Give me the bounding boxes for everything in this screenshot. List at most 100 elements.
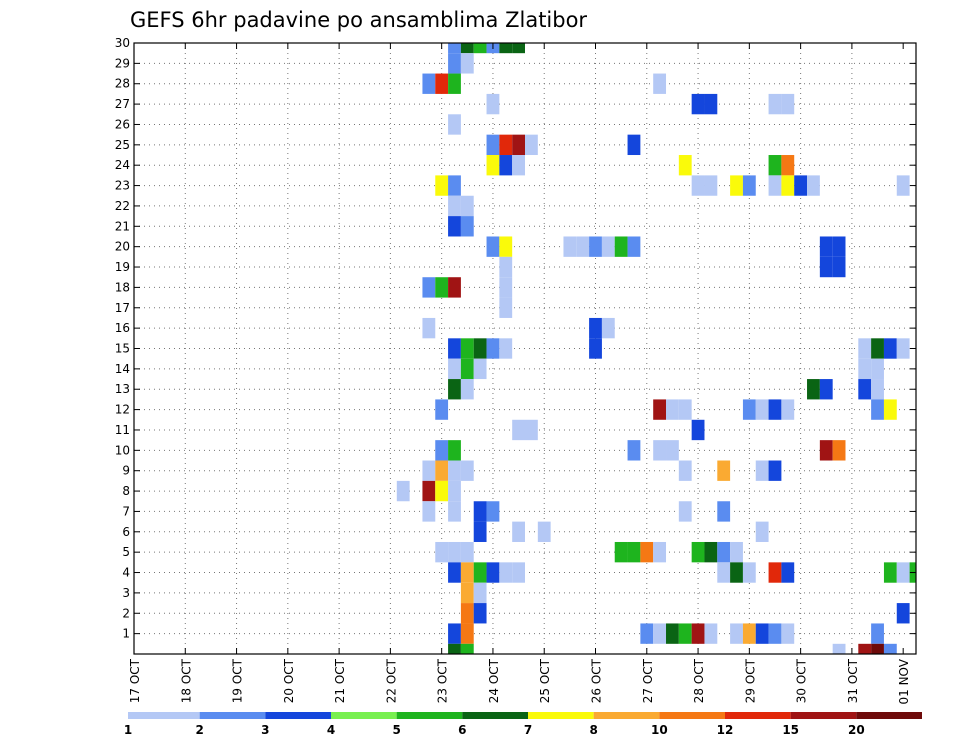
precip-cell: [460, 195, 474, 217]
colorbar-label: 6: [458, 723, 466, 737]
colorbar-swatch: [790, 712, 857, 719]
precip-cell: [435, 73, 449, 94]
precip-cell: [486, 562, 500, 583]
y-axis: 1234567891011121314151617181920212223242…: [115, 36, 916, 641]
precip-cell: [832, 236, 846, 257]
precip-cell: [871, 399, 884, 420]
colorbar-label: 10: [651, 723, 668, 737]
precip-cell: [460, 582, 474, 604]
precip-cell: [704, 175, 718, 196]
precip-cell: [460, 643, 474, 654]
x-tick-label: 18 OCT: [179, 658, 193, 703]
precip-cell: [396, 480, 410, 502]
colorbar-label: 20: [848, 723, 865, 737]
x-tick-label: 19 OCT: [231, 658, 245, 703]
precip-cell: [678, 460, 692, 481]
precip-cell: [448, 358, 461, 380]
precip-cell: [691, 175, 705, 196]
precip-cell: [871, 379, 884, 400]
precip-cell: [755, 623, 769, 644]
precip-cell: [678, 501, 692, 522]
precip-cell: [448, 501, 461, 522]
precip-cell: [499, 297, 513, 318]
precip-cell: [717, 562, 731, 583]
precip-cell: [448, 53, 461, 74]
precip-cell: [819, 440, 833, 461]
precip-cell: [460, 43, 474, 54]
precip-cell: [448, 277, 461, 298]
precip-cell: [781, 93, 795, 115]
x-tick-label: 29 OCT: [743, 658, 757, 703]
precip-cell: [730, 175, 743, 196]
precip-cell: [896, 562, 910, 583]
precip-cell: [499, 236, 513, 257]
precip-cell: [819, 379, 833, 400]
precip-cell: [499, 155, 513, 176]
precip-cell: [460, 216, 474, 237]
precip-cell: [768, 562, 782, 583]
y-tick-label: 24: [115, 158, 130, 172]
x-tick-label: 01 NOV: [897, 658, 911, 704]
precip-cell: [742, 562, 756, 583]
colorbar-legend: 1 2 3 4 5 6 7 8 10 12 15 20: [124, 712, 922, 737]
colorbar-label: 3: [261, 723, 269, 737]
precip-cell: [448, 379, 461, 400]
precip-cell: [742, 175, 756, 196]
y-tick-label: 3: [122, 586, 130, 600]
precip-cell: [435, 399, 449, 420]
precip-cell: [499, 134, 513, 156]
y-tick-label: 4: [122, 566, 130, 580]
y-tick-label: 25: [115, 138, 130, 152]
precip-cell: [460, 379, 474, 400]
precip-cell: [666, 440, 679, 461]
precip-cell: [691, 93, 705, 115]
y-tick-label: 21: [115, 219, 130, 233]
precip-cell: [486, 236, 500, 257]
colorbar-swatch: [856, 712, 922, 719]
y-tick-label: 28: [115, 77, 130, 91]
precip-cell: [730, 623, 743, 644]
grid: [134, 43, 916, 654]
precip-cell: [448, 338, 461, 359]
precip-cell: [499, 562, 513, 583]
precip-cell: [460, 603, 474, 624]
colorbar-swatch: [528, 712, 594, 719]
precip-cell: [896, 603, 910, 624]
precip-cell: [435, 440, 449, 461]
precip-cell: [742, 623, 756, 644]
precip-cell: [832, 440, 846, 461]
y-tick-label: 17: [115, 301, 130, 315]
y-tick-label: 2: [122, 606, 130, 620]
precip-cell: [666, 623, 679, 644]
precip-cell: [768, 460, 782, 481]
colorbar-swatch: [725, 712, 791, 719]
chart-title: GEFS 6hr padavine po ansamblima Zlatibor: [130, 8, 587, 32]
precip-cell: [473, 358, 487, 380]
y-tick-label: 27: [115, 97, 130, 111]
precip-cell: [460, 562, 474, 583]
precip-cell: [486, 501, 500, 522]
precip-cell: [563, 236, 577, 257]
precip-cell: [512, 155, 525, 176]
x-tick-label: 25 OCT: [538, 658, 552, 703]
precip-cell: [678, 623, 692, 644]
precip-cell: [512, 43, 525, 54]
precip-cell: [448, 480, 461, 502]
precip-cell: [448, 43, 461, 54]
x-tick-label: 30 OCT: [795, 658, 809, 703]
precip-cell: [448, 623, 461, 644]
precip-cell: [871, 358, 884, 380]
precip-cell: [601, 236, 615, 257]
precip-cell: [678, 399, 692, 420]
colorbar-label: 1: [124, 723, 132, 737]
precip-cell: [781, 623, 795, 644]
x-tick-label: 27 OCT: [641, 658, 655, 703]
precip-cell: [614, 541, 628, 563]
precip-cell: [422, 73, 436, 94]
precip-cell: [781, 175, 795, 196]
precip-cell: [742, 399, 756, 420]
precip-cell: [627, 541, 641, 563]
precip-cell: [473, 582, 487, 604]
precip-cell: [448, 562, 461, 583]
